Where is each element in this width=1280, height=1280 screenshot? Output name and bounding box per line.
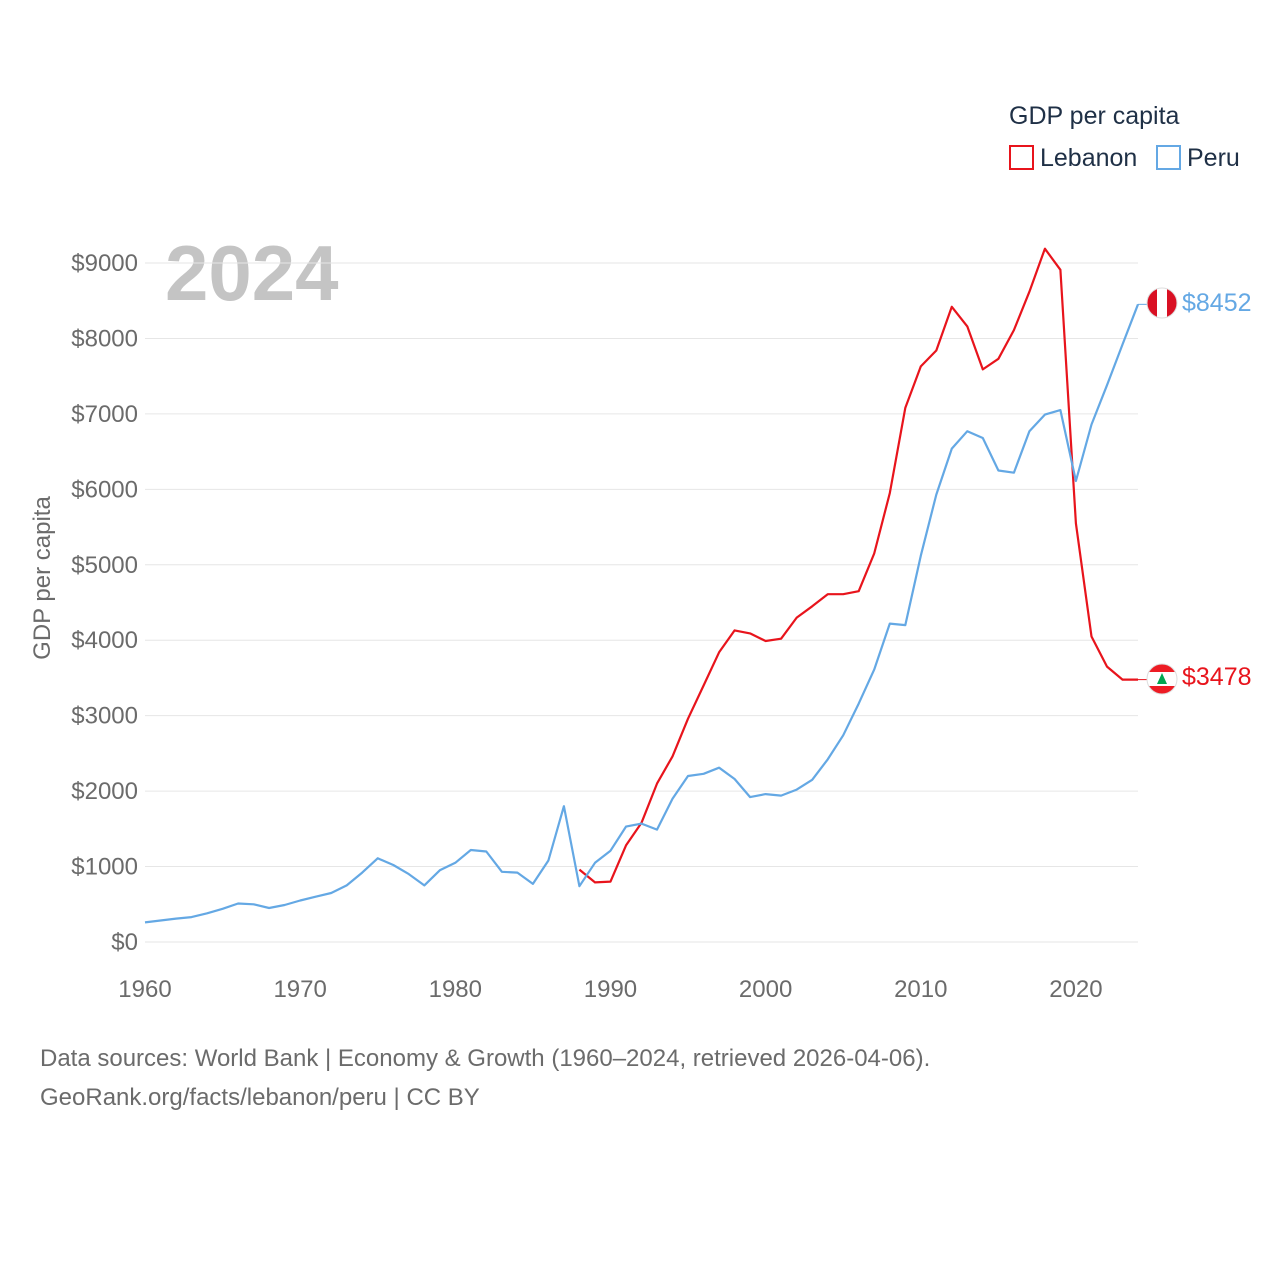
y-tick-label: $8000 xyxy=(71,325,138,352)
x-axis-ticks: 1960 1970 1980 1990 2000 2010 2020 xyxy=(118,976,1102,1003)
y-tick-label: $7000 xyxy=(71,401,138,428)
gridlines xyxy=(145,262,1138,943)
y-tick-label: $0 xyxy=(111,929,138,956)
series-line-peru[interactable] xyxy=(144,303,1140,924)
lebanon-end-label: $3478 xyxy=(1182,663,1252,691)
legend-label-peru[interactable]: Peru xyxy=(1187,144,1240,172)
footer-sources: Data sources: World Bank | Economy & Gro… xyxy=(40,1045,931,1072)
series-lines xyxy=(144,247,1147,924)
y-tick-label: $2000 xyxy=(71,778,138,805)
legend-swatch-lebanon[interactable] xyxy=(1009,145,1034,170)
x-tick-label: 2010 xyxy=(894,976,947,1003)
peru-end-label: $8452 xyxy=(1182,289,1252,317)
x-tick-label: 2000 xyxy=(739,976,792,1003)
series-line-lebanon[interactable] xyxy=(578,247,1138,884)
year-watermark: 2024 xyxy=(165,229,339,317)
x-tick-label: 1970 xyxy=(273,976,326,1003)
footer-link[interactable]: GeoRank.org/facts/lebanon/peru | CC BY xyxy=(40,1084,480,1111)
y-tick-label: $5000 xyxy=(71,552,138,579)
peru-flag-icon xyxy=(1146,287,1178,319)
lebanon-flag-icon xyxy=(1146,663,1178,695)
legend-label-lebanon[interactable]: Lebanon xyxy=(1040,144,1137,172)
y-tick-label: $3000 xyxy=(71,703,138,730)
y-tick-label: $9000 xyxy=(71,250,138,277)
x-tick-label: 1990 xyxy=(584,976,637,1003)
legend-title: GDP per capita xyxy=(1009,102,1180,130)
y-tick-label: $4000 xyxy=(71,627,138,654)
y-tick-label: $6000 xyxy=(71,476,138,503)
y-axis-ticks: $0 $1000 $2000 $3000 $4000 $5000 $6000 $7000 $80… xyxy=(71,250,138,956)
x-tick-label: 2020 xyxy=(1049,976,1102,1003)
legend-swatch-peru[interactable] xyxy=(1156,145,1181,170)
y-tick-label: $1000 xyxy=(71,854,138,881)
x-tick-label: 1980 xyxy=(429,976,482,1003)
x-tick-label: 1960 xyxy=(118,976,171,1003)
y-axis-label: GDP per capita xyxy=(29,496,56,660)
